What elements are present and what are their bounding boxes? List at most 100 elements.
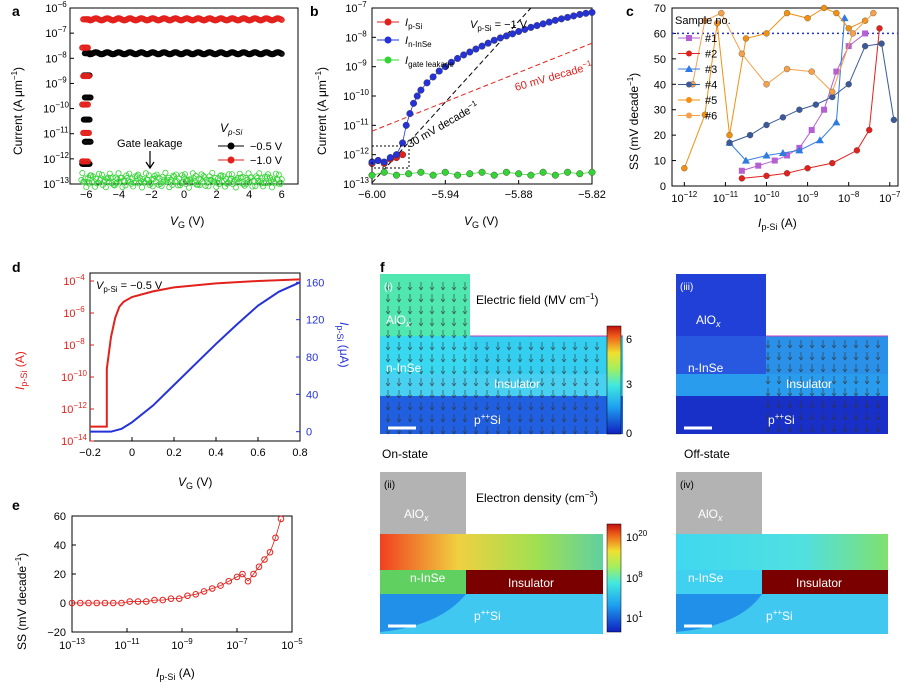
chart-b-point-1 [466,48,474,56]
field-arrowhead [517,346,523,351]
field-arrowhead [462,286,468,291]
field-arrowhead [484,382,490,387]
chart-a-leakage-point [182,180,189,187]
field-arrowhead-off [820,428,826,433]
chart-a-point-1 [84,44,91,51]
field-arrowhead [407,310,413,315]
psi-region [380,396,623,434]
chart-c-point-2 [840,14,849,22]
field-arrowhead-off [809,368,815,373]
field-arrowhead-off [853,344,859,349]
field-arrowhead [506,430,512,435]
field-arrowhead [594,358,600,363]
field-arrowhead [473,394,479,399]
chart-a-leakage-point [196,182,203,189]
chart-c-point-5 [701,17,709,24]
chart-a-leakage-point [217,172,224,179]
chart-c-ylabel: SS (mV decade−1) [626,73,641,170]
chart-b-legend-2: Igate leakage [405,55,454,69]
field-arrowhead [385,418,391,423]
chart-e-ytick-label: 60 [54,511,66,523]
chart-a-leakage-point [134,173,141,180]
chart-a-point-1 [84,158,91,165]
insulator-region [380,374,623,396]
chart-d-xtick-label: 0.2 [166,447,181,459]
field-arrowhead-off [831,416,837,421]
chart-a-leakage-point [205,183,212,190]
chart-b-point-1 [417,86,425,94]
field-arrowhead [506,370,512,375]
field-arrowhead [429,310,435,315]
field-arrowhead-off [787,356,793,361]
chart-c-ytick-label: 50 [654,54,666,66]
field-arrowhead [440,286,446,291]
field-arrowhead-off [765,392,771,397]
field-arrowhead-off [820,380,826,385]
field-arrowhead-off [809,344,815,349]
field-arrowhead [462,358,468,363]
chart-c-series [672,4,898,182]
field-arrowhead [484,394,490,399]
chart-e-series [68,515,285,607]
chart-a: −6 −4 −2 0 2 4 6 10−1310−1210−1110−1010−910−81… [10,0,299,230]
chart-a-point-1 [84,101,91,108]
field-arrowhead [561,370,567,375]
chart-c-legend-5: #6 [705,111,717,123]
chart-d-header: Vp-Si = −0.5 V [96,280,163,294]
chart-a-legend-marker-0 [227,142,235,150]
field-arrowhead [451,430,457,435]
field-arrowhead [462,298,468,303]
field-arrowhead [396,286,402,291]
field-arrowhead [583,418,589,423]
chart-c-ytick-label: 70 [654,3,666,15]
field-arrows-on [385,282,600,435]
field-arrowhead [418,382,424,387]
field-arrowhead-off [776,428,782,433]
chart-c-point-2 [778,148,787,156]
chart-a-leakage-point [126,170,133,177]
density-colorbar [606,523,622,633]
field-arrowhead [572,358,578,363]
chart-c-point-1 [876,25,883,32]
field-arrowhead [418,322,424,327]
chart-a-leakage-point [102,184,109,191]
chart-b-point-2 [539,168,547,176]
chart-a-leakage-point [179,172,186,179]
chart-b-ytick-label: 10−9 [345,59,367,74]
field-arrowhead [495,406,501,411]
chart-a-ytick-label: 10−9 [45,75,67,90]
field-arrowhead [528,370,534,375]
field-arrowhead [451,394,457,399]
field-scale-max: 6 [626,334,632,346]
field-arrowhead [539,370,545,375]
chart-a-ytick-label: 10−8 [45,50,67,65]
chart-c-point-4 [820,4,828,12]
field-arrowhead [440,358,446,363]
chart-b-ytick-label: 10−7 [345,0,367,15]
chart-b-point-0 [399,151,407,159]
insen-density-off [676,534,888,570]
field-arrowhead [451,358,457,363]
insen-lower-on [380,570,466,594]
chart-c-xtick-label: 10−11 [713,190,739,205]
chart-c-point-3 [890,116,898,124]
panel-label-e: e [12,497,20,513]
chart-c-legend-marker-4 [686,97,692,103]
field-arrowhead [396,370,402,375]
chart-c-ytick-label: 20 [654,130,666,142]
chart-a-leakage-point [153,171,160,178]
chart-a-leakage-point [135,171,142,178]
chart-c-point-0 [771,157,778,164]
chart-a-annotation: Gate leakage [117,138,182,150]
chart-a-leakage-point [239,173,246,180]
chart-e-ytick-label: 20 [54,569,66,581]
field-arrowhead [385,370,391,375]
field-arrowhead [506,418,512,423]
chart-e-point [68,599,76,607]
field-arrowhead [517,394,523,399]
chart-e-ylabel: SS (mV decade−1) [14,553,29,650]
field-arrowhead [451,334,457,339]
chart-c-point-2 [741,156,750,164]
chart-a-ytick-label: 10−6 [45,0,67,15]
field-arrowhead [550,382,556,387]
